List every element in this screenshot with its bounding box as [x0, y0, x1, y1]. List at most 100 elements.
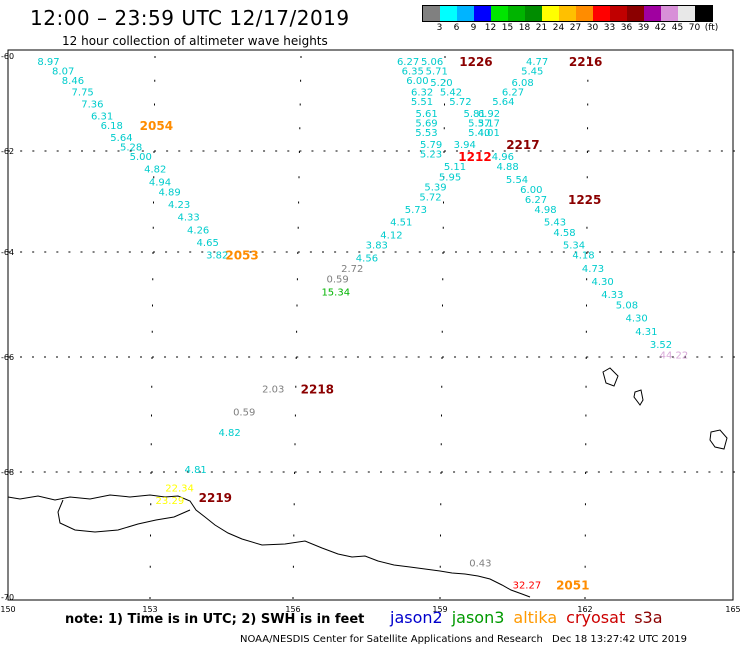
parallel-dot [443, 251, 445, 253]
meridian-dot [584, 565, 586, 568]
parallel-dot [358, 251, 361, 253]
parallel-dot [260, 356, 263, 358]
parallel-dot [684, 150, 687, 152]
parallel-dot [79, 471, 82, 473]
wave-height-value: 6.00 [406, 76, 428, 87]
parallel-dot [296, 356, 299, 358]
parallel-dot [514, 356, 517, 358]
meridian-dot [585, 472, 587, 474]
parallel-dot [392, 471, 395, 473]
meridian-dot [150, 534, 151, 537]
meridian-dot [444, 79, 446, 82]
parallel-dot [514, 251, 517, 253]
satellite-legend: jason2 jason3 altika cryosat s3a [390, 608, 672, 627]
parallel-dot [671, 471, 674, 473]
legend-entry-cryosat: cryosat [566, 608, 626, 627]
parallel-dot [44, 251, 47, 253]
meridian-dot [152, 226, 154, 229]
parallel-dot [210, 471, 213, 473]
parallel-dot [299, 150, 302, 152]
wave-height-value: 6.32 [411, 88, 433, 99]
parallel-dot [454, 356, 457, 358]
parallel-dot [429, 356, 432, 358]
parallel-dot [93, 150, 96, 152]
wave-height-value: 4.82 [218, 428, 240, 439]
parallel-dot [116, 251, 119, 253]
meridian-dot [295, 385, 297, 388]
wave-height-value: 5.11 [444, 162, 466, 173]
meridian-dot [150, 472, 152, 474]
meridian-dot [299, 103, 301, 106]
parallel-dot [708, 150, 711, 152]
colorbar-swatch [525, 6, 542, 21]
wave-height-value: 5.06 [421, 57, 443, 68]
colorbar-swatch [559, 6, 576, 21]
longitude-tick-label: 150 [0, 605, 15, 614]
parallel-dot [466, 356, 469, 358]
parallel-dot [319, 471, 321, 473]
wave-height-value: 6.27 [397, 57, 419, 68]
parallel-dot [129, 150, 132, 152]
parallel-dot [31, 471, 34, 473]
parallel-dot [359, 150, 362, 152]
parallel-dot [140, 356, 142, 358]
parallel-dot [80, 356, 82, 358]
colorbar-swatch [542, 6, 559, 21]
parallel-dot [610, 356, 613, 358]
parallel-dot [214, 150, 217, 152]
wave-height-value: 4.23 [168, 200, 190, 211]
meridian-dot [292, 565, 294, 568]
meridian-dot [585, 357, 587, 359]
wave-height-value: 4.01 [478, 128, 500, 139]
parallel-dot [455, 150, 458, 152]
meridian-dot [586, 201, 588, 204]
parallel-dot [708, 251, 711, 253]
meridian-dot [294, 472, 296, 474]
parallel-dot [80, 251, 83, 253]
meridian-dot [587, 79, 589, 82]
meridian-dot [441, 414, 442, 417]
parallel-dot [696, 356, 699, 358]
meridian-dot [294, 414, 296, 417]
parallel-dot [32, 356, 34, 358]
island-1 [602, 367, 619, 387]
parallel-dot [647, 471, 650, 473]
parallel-dot [151, 471, 153, 473]
parallel-dot [306, 471, 309, 473]
meridian-dot [441, 357, 443, 359]
pass-time-label: 1212 [458, 150, 491, 164]
parallel-dot [166, 150, 169, 152]
parallel-dot [501, 471, 504, 473]
chart-subtitle: 12 hour collection of altimeter wave hei… [62, 34, 328, 48]
longitude-tick-label: 159 [432, 605, 447, 614]
colorbar-label: 6 [453, 23, 460, 33]
wave-height-value: 23.29 [156, 496, 185, 507]
parallel-dot [684, 356, 687, 358]
parallel-dot [573, 471, 576, 473]
parallel-dot [513, 471, 516, 473]
wave-height-value: 5.40 [468, 128, 490, 139]
parallel-dot [32, 251, 35, 253]
meridian-dot [298, 201, 300, 204]
parallel-dot [250, 150, 253, 152]
parallel-dot [284, 356, 287, 358]
parallel-dot [441, 471, 443, 473]
wave-height-value: 5.23 [420, 150, 442, 161]
wave-height-value: 4.18 [572, 251, 594, 262]
parallel-dot [141, 150, 144, 152]
parallel-dot [263, 150, 266, 152]
colorbar-swatch [627, 6, 644, 21]
meridian-dot [586, 252, 588, 254]
parallel-dot [139, 471, 142, 473]
parallel-dot [344, 356, 347, 358]
meridian-dot [297, 226, 299, 229]
meridian-dot [296, 304, 298, 307]
map-grid [8, 56, 735, 599]
parallel-dot [623, 251, 626, 253]
credit-line: NOAA/NESDIS Center for Satellite Applica… [240, 634, 543, 645]
meridian-dot [295, 357, 297, 359]
wave-height-value: 6.18 [101, 121, 123, 132]
parallel-dot [369, 356, 372, 358]
parallel-dot [490, 356, 493, 358]
parallel-dot [56, 251, 59, 253]
